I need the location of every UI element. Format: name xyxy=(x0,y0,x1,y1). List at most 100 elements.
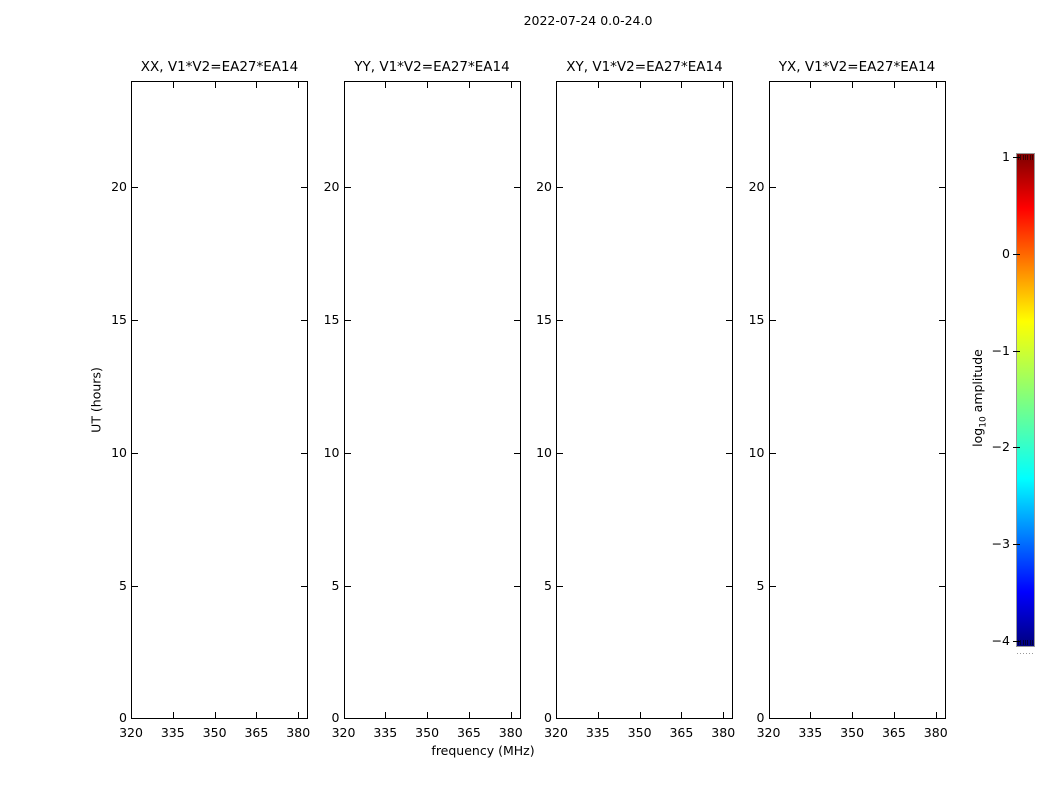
y-tick-mark-left xyxy=(769,453,776,455)
colorbar-hatch-bottom xyxy=(1027,640,1028,645)
colorbar-hatch-bottom xyxy=(1020,640,1021,645)
x-tick-mark-top xyxy=(681,82,683,88)
x-axis-label: frequency (MHz) xyxy=(431,743,535,758)
x-tick-mark-bottom xyxy=(852,712,854,718)
x-tick-mark-top xyxy=(427,82,429,88)
colorbar-hatch-top xyxy=(1027,155,1028,160)
x-tick-label: 335 xyxy=(160,725,185,740)
x-tick-mark-bottom xyxy=(935,712,937,718)
colorbar-hatch-bottom xyxy=(1030,640,1031,645)
y-tick-mark-left xyxy=(557,718,563,719)
x-tick-label: 380 xyxy=(286,725,311,740)
colorbar-tick-mark xyxy=(1013,350,1020,352)
x-tick-label: 335 xyxy=(798,725,823,740)
colorbar-tick-mark xyxy=(1013,544,1020,546)
colorbar-tick-mark xyxy=(1013,641,1020,642)
x-tick-mark-top xyxy=(298,82,300,88)
figure-title: 2022-07-24 0.0-24.0 xyxy=(523,13,653,28)
colorbar-hatch-top xyxy=(1018,155,1019,160)
y-tick-mark-right xyxy=(301,320,307,322)
x-tick-label: 365 xyxy=(669,725,694,740)
y-tick-mark-right xyxy=(513,586,520,588)
x-tick-label: 350 xyxy=(415,725,440,740)
x-tick-label: 380 xyxy=(711,725,736,740)
x-tick-mark-bottom xyxy=(556,712,557,718)
y-tick-label: 10 xyxy=(748,445,765,461)
y-tick-label: 15 xyxy=(323,312,340,328)
y-tick-mark-right xyxy=(938,586,945,588)
colorbar-label: log10 amplitude xyxy=(970,349,989,447)
x-tick-mark-bottom xyxy=(343,712,345,718)
y-tick-mark-left xyxy=(557,586,563,588)
colorbar-tick-label: −2 xyxy=(991,439,1010,455)
x-tick-label: 350 xyxy=(627,725,652,740)
x-tick-label: 365 xyxy=(244,725,269,740)
y-tick-mark-right xyxy=(938,718,945,719)
x-tick-mark-top xyxy=(852,82,854,88)
y-tick-mark-right xyxy=(301,718,307,719)
y-tick-mark-left xyxy=(344,718,351,719)
plot-box xyxy=(768,81,946,719)
y-tick-label: 5 xyxy=(756,578,765,594)
colorbar-edge-dot xyxy=(1029,653,1030,654)
y-tick-mark-right xyxy=(726,453,732,455)
y-tick-mark-left xyxy=(132,718,138,719)
y-tick-label: 20 xyxy=(536,179,552,195)
x-tick-mark-top xyxy=(385,82,387,88)
x-tick-mark-bottom xyxy=(298,712,300,718)
y-tick-mark-right xyxy=(513,453,520,455)
x-tick-mark-top xyxy=(639,82,641,88)
y-tick-label: 10 xyxy=(536,445,552,461)
x-tick-mark-top xyxy=(556,82,557,88)
x-tick-mark-bottom xyxy=(723,712,725,718)
y-tick-label: 5 xyxy=(544,578,552,594)
y-tick-mark-right xyxy=(513,320,520,322)
y-tick-label: 20 xyxy=(323,179,340,195)
y-tick-mark-right xyxy=(726,320,732,322)
y-tick-mark-left xyxy=(769,718,776,719)
x-tick-label: 320 xyxy=(331,725,356,740)
y-axis-label: UT (hours) xyxy=(88,367,104,433)
colorbar-tick-mark xyxy=(1013,253,1020,255)
panel-title: XX, V1*V2=EA27*EA14 xyxy=(140,59,299,75)
y-tick-label: 15 xyxy=(748,312,765,328)
colorbar-edge-dot xyxy=(1023,653,1024,654)
colorbar-hatch-bottom xyxy=(1018,640,1019,645)
y-tick-mark-right xyxy=(726,718,732,719)
plot-panel: XY, V1*V2=EA27*EA14 320 335 350 365 380 0 5 10 1… xyxy=(536,59,735,740)
y-tick-mark-right xyxy=(513,187,520,189)
colorbar-label-prefix: log xyxy=(969,427,985,447)
x-tick-mark-bottom xyxy=(131,712,132,718)
y-tick-mark-right xyxy=(726,187,732,189)
y-tick-label: 15 xyxy=(111,312,127,328)
x-tick-mark-top xyxy=(256,82,258,88)
colorbar-hatch-top xyxy=(1032,155,1033,160)
x-tick-mark-top xyxy=(172,82,174,88)
colorbar: 1 0 −1 −2 −3 −4 xyxy=(992,149,1035,654)
y-tick-label: 5 xyxy=(119,578,127,594)
panel-title: YY, V1*V2=EA27*EA14 xyxy=(354,59,510,75)
y-tick-mark-left xyxy=(132,453,138,455)
x-tick-mark-bottom xyxy=(681,712,683,718)
x-tick-mark-top xyxy=(214,82,216,88)
x-tick-mark-top xyxy=(597,82,599,88)
colorbar-edge-dot xyxy=(1020,653,1021,654)
plot-panel: YY, V1*V2=EA27*EA14 320 335 350 365 380 0 5 10 1… xyxy=(324,59,523,740)
y-tick-label: 15 xyxy=(536,312,552,328)
y-tick-mark-left xyxy=(557,187,563,189)
colorbar-tick-label: −3 xyxy=(991,536,1010,552)
colorbar-hatch-top xyxy=(1020,155,1021,160)
x-tick-mark-bottom xyxy=(510,712,512,718)
y-tick-mark-left xyxy=(344,586,351,588)
x-tick-mark-top xyxy=(893,82,895,88)
y-tick-mark-left xyxy=(132,586,138,588)
x-tick-label: 320 xyxy=(544,725,568,740)
colorbar-tick-label: 1 xyxy=(1002,149,1010,164)
colorbar-tick-label: −4 xyxy=(991,633,1010,648)
colorbar-edge-dot xyxy=(1026,653,1027,654)
y-tick-label: 0 xyxy=(331,710,340,725)
colorbar-label-suffix: amplitude xyxy=(969,349,985,417)
colorbar-hatch-bottom xyxy=(1023,640,1024,645)
y-tick-label: 10 xyxy=(111,445,127,461)
